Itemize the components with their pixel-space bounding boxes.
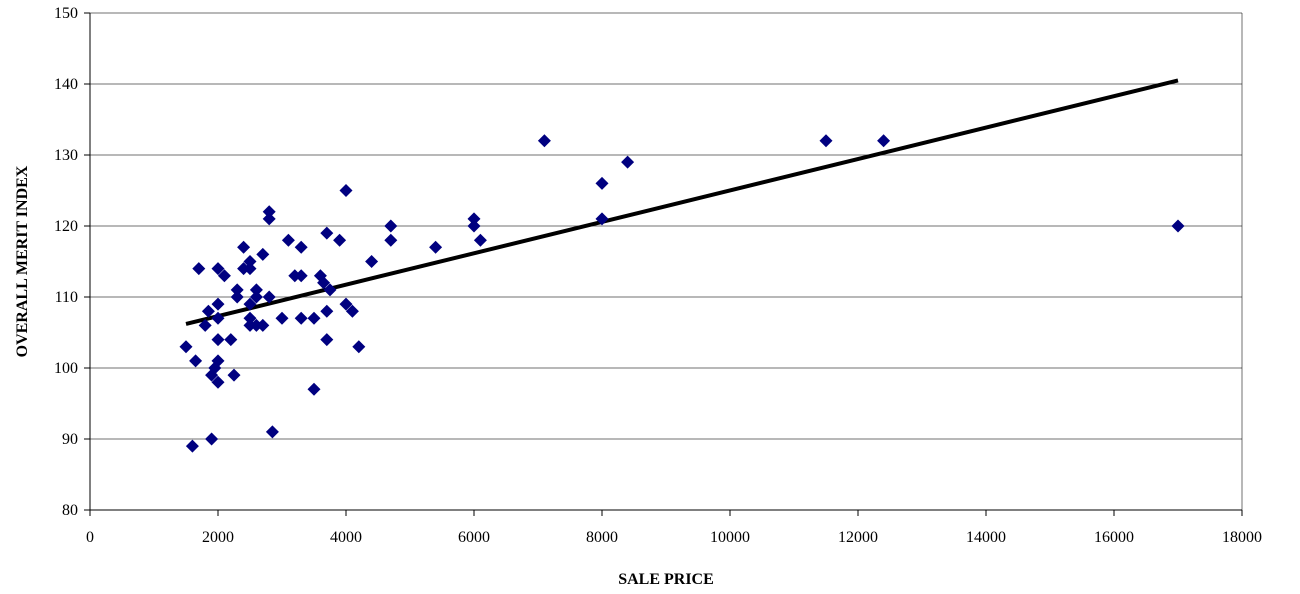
data-point: [320, 226, 334, 240]
data-point: [595, 176, 609, 190]
data-point: [256, 318, 270, 332]
data-point: [467, 219, 481, 233]
data-point: [217, 269, 231, 283]
y-tick-label: 110: [55, 289, 78, 306]
data-point: [211, 311, 225, 325]
data-point: [621, 155, 635, 169]
data-point: [307, 311, 321, 325]
x-tick-label: 14000: [966, 529, 1006, 546]
y-tick-label: 90: [62, 431, 78, 448]
data-point: [294, 240, 308, 254]
data-point: [339, 297, 353, 311]
data-point: [345, 304, 359, 318]
data-point: [249, 290, 263, 304]
data-point: [237, 240, 251, 254]
data-point: [249, 283, 263, 297]
data-point: [189, 354, 203, 368]
data-point: [467, 212, 481, 226]
trendline: [185, 78, 1179, 326]
data-point: [320, 333, 334, 347]
x-tick-label: 10000: [710, 529, 750, 546]
data-point: [365, 255, 379, 268]
data-point: [323, 283, 337, 297]
data-point: [192, 262, 206, 276]
y-tick-label: 80: [62, 502, 78, 519]
y-axis-title: OVERALL MERIT INDEX: [14, 165, 31, 357]
data-point: [205, 432, 219, 446]
y-tick-label: 120: [54, 218, 78, 235]
data-point: [384, 233, 398, 247]
data-point: [275, 311, 289, 325]
data-point: [256, 247, 270, 261]
data-point: [243, 262, 257, 276]
data-point: [333, 233, 347, 247]
data-point: [352, 340, 366, 354]
data-point: [262, 290, 276, 304]
data-point: [537, 134, 551, 148]
data-point: [265, 425, 279, 439]
x-tick-label: 8000: [586, 529, 618, 546]
data-point: [595, 212, 609, 226]
x-tick-label: 6000: [458, 529, 490, 546]
y-tick-label: 100: [54, 360, 78, 377]
data-point: [317, 276, 331, 290]
data-point: [243, 311, 257, 325]
data-point: [877, 134, 891, 148]
x-tick-label: 4000: [330, 529, 362, 546]
data-point: [281, 233, 295, 247]
data-point: [307, 382, 321, 396]
data-point: [294, 311, 308, 325]
data-point: [230, 290, 244, 304]
data-point: [243, 255, 257, 268]
data-point: [1171, 219, 1185, 233]
data-point: [211, 262, 225, 276]
data-point: [230, 283, 244, 297]
data-point: [224, 333, 238, 347]
y-tick-label: 140: [54, 76, 78, 93]
data-point: [262, 205, 276, 219]
x-axis-title: SALE PRICE: [618, 571, 714, 588]
x-tick-label: 2000: [202, 529, 234, 546]
x-tick-label: 12000: [838, 529, 878, 546]
data-point: [179, 340, 193, 354]
data-point: [262, 212, 276, 226]
x-tick-label: 0: [86, 529, 94, 546]
data-point: [294, 269, 308, 283]
data-point: [320, 304, 334, 318]
data-point: [819, 134, 833, 148]
gridlines: [90, 12, 1243, 511]
data-point: [198, 318, 212, 332]
data-point: [429, 240, 443, 254]
axes: [84, 12, 1243, 516]
data-point: [211, 375, 225, 389]
data-point: [185, 439, 199, 453]
trendline-layer: [185, 78, 1179, 326]
data-point: [339, 184, 353, 197]
y-tick-label: 150: [54, 5, 78, 22]
tick-labels: 80 90 100 110 120 130 140 150 0 2000 4000 6000 8000 1…: [54, 5, 1262, 546]
y-tick-label: 130: [54, 147, 78, 164]
x-tick-label: 18000: [1222, 529, 1262, 546]
data-points: [179, 134, 1185, 453]
data-point: [384, 219, 398, 233]
data-point: [227, 368, 241, 382]
data-point: [211, 333, 225, 347]
x-tick-label: 16000: [1094, 529, 1134, 546]
data-point: [211, 297, 225, 311]
data-point: [201, 304, 215, 318]
data-point: [243, 297, 257, 311]
data-point: [473, 233, 487, 247]
data-point: [211, 354, 225, 368]
